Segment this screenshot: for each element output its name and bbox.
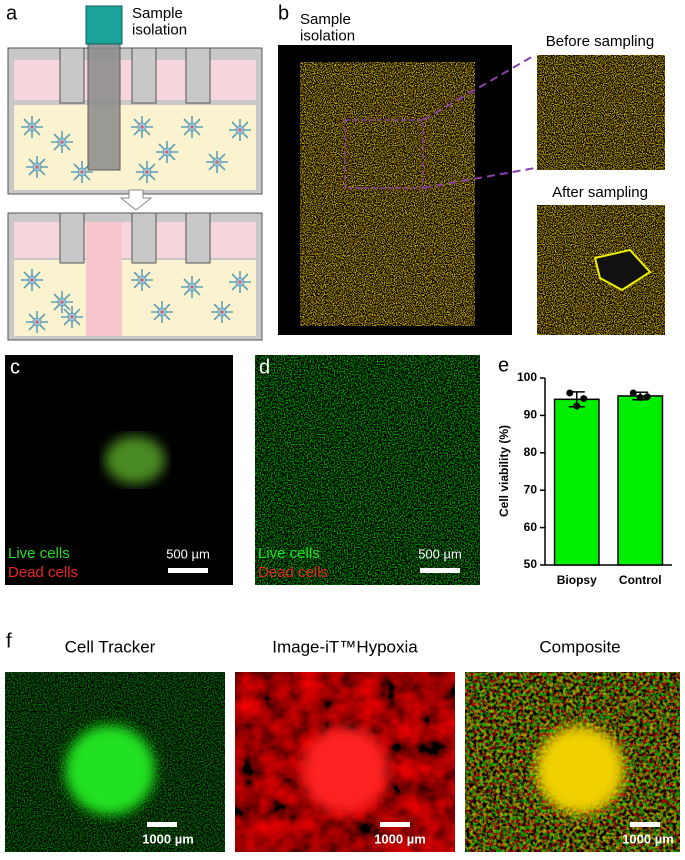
legend-dead: Dead cells [8,564,78,581]
zoom-line [422,167,536,189]
scale-label: 1000 µm [622,831,674,846]
schematic-bottom [7,212,263,341]
spheroid [105,436,165,484]
scale-label: 1000 µm [142,831,194,846]
scale-bar [380,822,410,827]
bar [617,395,664,566]
legend-dead: Dead cells [258,564,328,581]
y-tick-label: 90 [524,408,538,422]
image-title: Composite [539,637,620,656]
y-tick-label: 100 [517,370,537,384]
x-tick-label: Biopsy [557,573,597,587]
data-point [629,389,637,397]
panel-label: f [6,630,12,652]
data-point [573,402,581,410]
legend-live: Live cells [258,545,320,562]
spheroid [65,725,155,815]
before-image-texture [537,55,665,170]
scale-bar [420,568,460,573]
y-axis-label: Cell viability (%) [497,425,511,517]
image-title: Image-iT™Hypoxia [272,637,418,656]
caption: Sample isolation [300,11,355,45]
y-tick-label: 50 [524,557,538,571]
data-point [643,393,651,401]
bar [553,398,600,566]
spheroid [302,727,388,813]
scale-bar [168,568,208,573]
zoom-box [344,119,424,189]
data-point [636,393,644,401]
scale-bar [147,822,177,827]
panel-label: e [498,354,509,376]
image-title: Cell Tracker [65,637,156,656]
caption: Sample isolation [132,5,187,39]
image-d-cells [255,355,480,585]
legend-live: Live cells [8,545,70,562]
spheroid [536,726,624,814]
panel-label: c [10,356,20,378]
scan-image [300,62,475,326]
caption: After sampling [552,184,648,201]
panel-label: d [259,356,270,378]
biopsy-hole [593,248,652,292]
x-tick-label: Control [619,573,662,587]
data-point [580,395,588,403]
panel-label: a [6,2,18,24]
panel-label: b [278,2,289,24]
caption: Before sampling [546,33,654,50]
scale-bar [630,822,660,827]
zoom-line [422,54,536,121]
scale-label: 500 µm [418,546,462,561]
data-point [566,389,574,397]
y-tick-label: 80 [524,445,538,459]
y-tick-label: 70 [524,482,538,496]
scale-label: 500 µm [166,546,210,561]
schematic-top [7,5,263,211]
y-tick-label: 60 [524,520,538,534]
scale-label: 1000 µm [374,831,426,846]
